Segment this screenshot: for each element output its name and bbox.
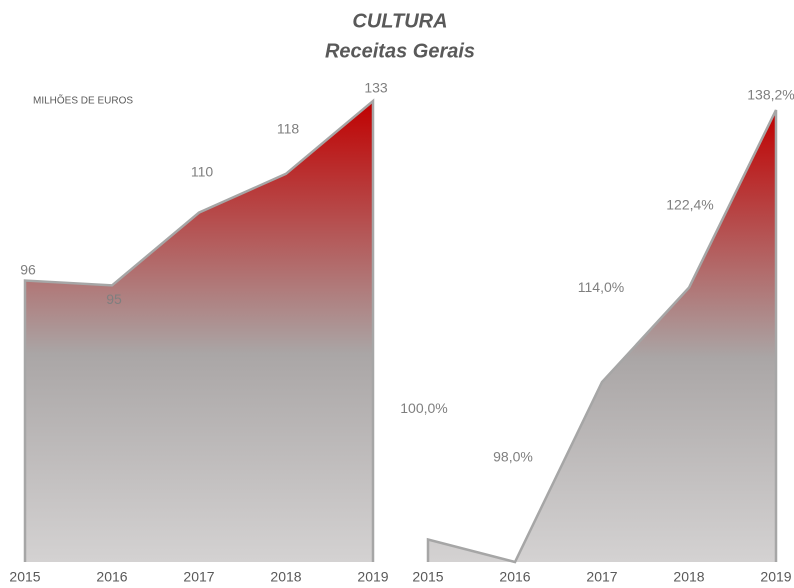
x-tick-label: 2018 xyxy=(270,569,301,585)
data-label: 114,0% xyxy=(578,279,624,295)
data-label: 118 xyxy=(277,120,300,136)
chart-subtitle: Receitas Gerais xyxy=(325,40,475,62)
line xyxy=(426,109,778,564)
x-tick-label: 2019 xyxy=(760,569,791,585)
x-tick-label: 2016 xyxy=(499,569,530,585)
x-tick-label: 2016 xyxy=(96,569,127,585)
data-label: 122,4% xyxy=(666,196,713,212)
y-axis-label: MILHÕES DE EUROS xyxy=(33,94,133,107)
x-tick-label: 2015 xyxy=(9,569,40,585)
data-label: 133 xyxy=(364,80,388,96)
area xyxy=(25,101,373,562)
x-tick-label: 2019 xyxy=(357,569,388,585)
line xyxy=(23,98,375,562)
data-label: 96 xyxy=(20,261,36,277)
data-label: 98,0% xyxy=(493,449,533,465)
x-tick-label: 2017 xyxy=(586,569,617,585)
area xyxy=(428,110,776,562)
data-label: 110 xyxy=(191,163,214,179)
x-tick-label: 2018 xyxy=(673,569,704,585)
data-label: 100,0% xyxy=(400,400,447,416)
data-label: 138,2% xyxy=(747,87,794,103)
data-label: 95 xyxy=(106,291,122,307)
x-tick-label: 2017 xyxy=(183,569,214,585)
chart-title: CULTURA xyxy=(352,10,447,32)
x-tick-label: 2015 xyxy=(412,569,443,585)
